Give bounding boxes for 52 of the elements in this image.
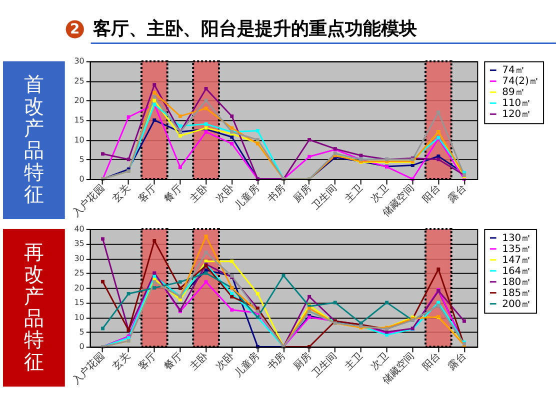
x-tick-label: 主卫	[342, 182, 366, 205]
legend-label: 110㎡	[502, 98, 532, 110]
x-tick-label: 阳台	[420, 182, 443, 205]
x-tick-label: 主卧	[188, 182, 210, 205]
x-tick-label: 书房	[265, 350, 288, 373]
y-axis-title: 首改产品特征	[24, 72, 44, 206]
x-tick-label: 露台	[446, 182, 468, 205]
legend-label: 200㎡	[502, 298, 532, 310]
legend-label: 74(2)㎡	[502, 76, 539, 88]
x-tick-label: 书房	[265, 182, 288, 205]
x-tick-label: 玄关	[110, 350, 133, 373]
y-tick-label: 5	[79, 328, 84, 336]
y-tick-label: 10	[74, 135, 84, 144]
legend-label: 89㎡	[502, 87, 525, 98]
x-tick-label: 入户花园	[70, 182, 107, 220]
legend-label: 130㎡	[502, 232, 532, 244]
y-tick-label: 0	[79, 342, 84, 352]
legend-label: 120㎡	[502, 109, 532, 120]
x-tick-label: 餐厅	[162, 350, 184, 373]
legend-label: 147㎡	[502, 254, 532, 266]
y-tick-label: 30	[74, 254, 84, 263]
text: 2	[70, 21, 80, 38]
y-tick-label: 30	[74, 56, 84, 66]
legend-label: 185㎡	[502, 288, 532, 299]
x-tick-label: 露台	[446, 350, 468, 373]
y-tick-label: 20	[74, 283, 84, 292]
y-tick-label: 35	[74, 239, 84, 248]
legend-label: 164㎡	[502, 266, 532, 277]
x-tick-label: 餐厅	[162, 182, 184, 205]
x-tick-label: 客厅	[136, 182, 159, 205]
y-tick-label: 25	[74, 76, 84, 86]
x-tick-label: 卫生间	[310, 182, 340, 212]
legend-label: 74㎡	[502, 65, 525, 76]
x-tick-label: 玄关	[110, 182, 133, 205]
y-tick-label: 25	[74, 268, 84, 278]
y-tick-label: 5	[79, 154, 84, 164]
y-tick-label: 10	[74, 312, 84, 322]
x-tick-label: 主卫	[342, 350, 366, 373]
legend-label: 135㎡	[502, 244, 532, 255]
y-tick-label: 40	[74, 224, 84, 234]
chart-title: 客厅、主卧、阳台是提升的重点功能模块	[92, 18, 417, 40]
y-tick-label: 20	[74, 96, 84, 105]
x-tick-label: 入户花园	[70, 350, 107, 387]
x-tick-label: 客厅	[136, 350, 159, 373]
y-tick-label: 0	[79, 174, 84, 184]
x-tick-label: 阳台	[420, 350, 443, 373]
y-axis-title: 再改产品特征	[24, 240, 44, 374]
x-tick-label: 主卧	[188, 350, 210, 373]
legend-label: 180㎡	[502, 276, 532, 288]
y-tick-label: 15	[74, 298, 84, 308]
y-tick-label: 15	[74, 116, 84, 125]
x-tick-label: 卫生间	[310, 350, 340, 380]
